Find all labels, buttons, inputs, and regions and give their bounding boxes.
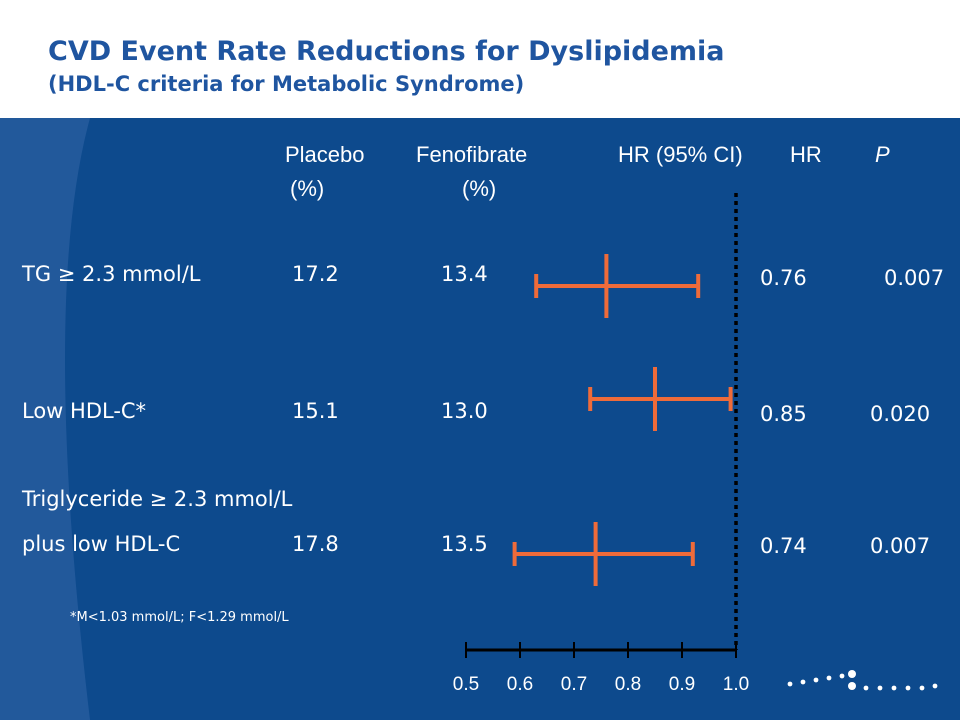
row-label: plus low HDL-C: [22, 532, 181, 556]
p-value: 0.007: [884, 266, 945, 290]
decorative-dot: [839, 673, 845, 679]
hr-value: 0.85: [760, 402, 807, 426]
x-tick-label: 0.7: [561, 674, 587, 695]
decorative-dot: [848, 670, 856, 678]
decorative-dot: [891, 685, 897, 691]
fenofibrate-value: 13.5: [441, 532, 488, 556]
p-value: 0.020: [870, 402, 931, 426]
decorative-dot: [848, 682, 856, 690]
p-value: 0.007: [870, 534, 931, 558]
footnote: *M<1.03 mmol/L; F<1.29 mmol/L: [70, 610, 289, 625]
column-header-p: P: [875, 142, 890, 167]
column-header-fenofibrate: Fenofibrate: [416, 142, 528, 167]
x-tick-label: 0.9: [669, 674, 695, 695]
page-title: CVD Event Rate Reductions for Dyslipidem…: [48, 36, 725, 67]
decorative-dot: [932, 683, 938, 689]
x-tick-label: 0.8: [615, 674, 641, 695]
row-label-line1: Triglyceride ≥ 2.3 mmol/L: [22, 487, 293, 511]
decorative-dot: [826, 675, 832, 681]
x-tick-label: 1.0: [723, 674, 749, 695]
decorative-dot: [877, 685, 883, 691]
row-label: Low HDL-C*: [22, 399, 147, 423]
header-band: CVD Event Rate Reductions for Dyslipidem…: [0, 0, 960, 118]
row-label: TG ≥ 2.3 mmol/L: [22, 262, 201, 286]
fenofibrate-value: 13.0: [441, 399, 488, 423]
column-header-hr: HR: [790, 142, 822, 167]
decorative-dot: [800, 679, 806, 685]
placebo-value: 15.1: [292, 399, 339, 423]
placebo-value: 17.8: [292, 532, 339, 556]
x-tick-label: 0.6: [507, 674, 533, 695]
decorative-dot: [863, 685, 869, 691]
decorative-dot: [813, 677, 819, 683]
fenofibrate-value: 13.4: [441, 262, 488, 286]
column-header-placebo-unit: (%): [290, 176, 325, 201]
x-tick-label: 0.5: [453, 674, 479, 695]
hr-value: 0.76: [760, 266, 807, 290]
placebo-value: 17.2: [292, 262, 339, 286]
page-subtitle: (HDL-C criteria for Metabolic Syndrome): [48, 72, 525, 96]
decorative-dot: [919, 685, 925, 691]
column-header-fenofibrate-unit: (%): [462, 176, 497, 201]
hr-value: 0.74: [760, 534, 807, 558]
column-header-placebo: Placebo: [285, 142, 365, 167]
decorative-dot: [787, 681, 793, 687]
column-header-hr-ci: HR (95% CI): [618, 142, 743, 167]
decorative-dot: [905, 685, 911, 691]
